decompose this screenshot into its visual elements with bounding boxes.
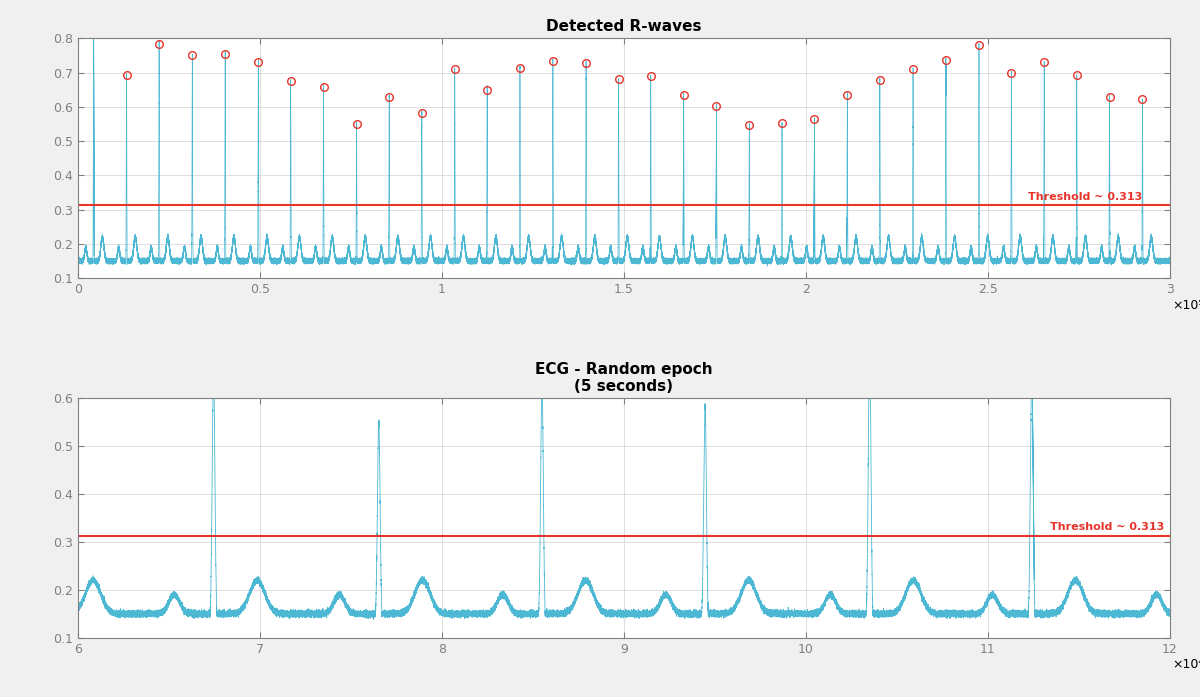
Text: Threshold ~ 0.313: Threshold ~ 0.313 bbox=[1028, 192, 1142, 202]
Title: Detected R-waves: Detected R-waves bbox=[546, 20, 702, 34]
Text: ×10⁵: ×10⁵ bbox=[1172, 298, 1200, 312]
Text: ×10⁴: ×10⁴ bbox=[1172, 658, 1200, 671]
Title: ECG - Random epoch
(5 seconds): ECG - Random epoch (5 seconds) bbox=[535, 362, 713, 394]
Text: Threshold ~ 0.313: Threshold ~ 0.313 bbox=[1050, 522, 1164, 532]
